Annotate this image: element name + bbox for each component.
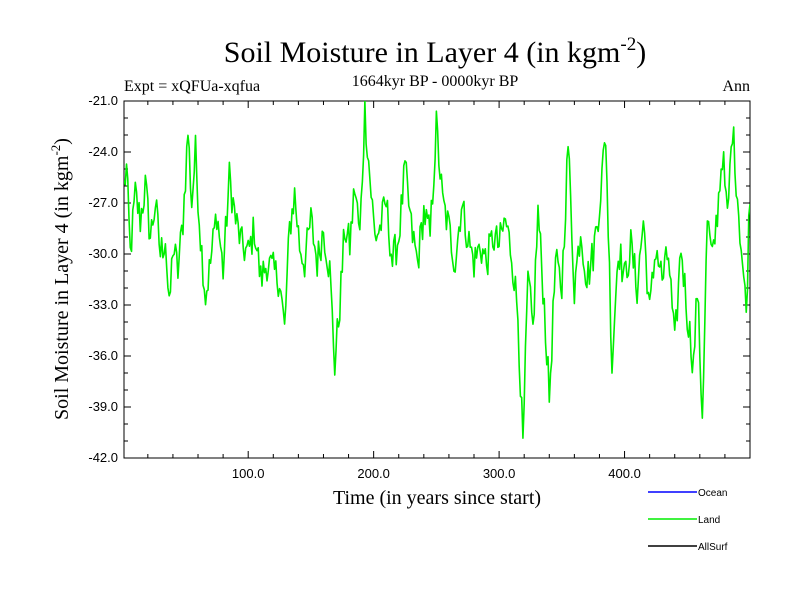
chart-title-text: Soil Moisture in Layer 4 (in kgm	[224, 36, 621, 69]
land-series-line	[124, 101, 750, 439]
x-tick-label: 100.0	[232, 466, 265, 481]
chart-title-close: )	[636, 36, 646, 69]
y-axis-label-close: )	[51, 138, 73, 145]
period-label: 1664kyr BP - 0000kyr BP	[352, 73, 519, 90]
y-tick-label: -24.0	[88, 144, 118, 159]
chart-title-superscript: -2	[620, 34, 636, 55]
season-label: Ann	[722, 78, 750, 95]
plot-area	[124, 101, 750, 439]
x-axis-label: Time (in years since start)	[333, 487, 541, 509]
x-tick-label: 300.0	[483, 466, 516, 481]
y-tick-label: -33.0	[88, 297, 118, 312]
y-tick-label: -39.0	[88, 399, 118, 414]
legend-label-allsurf: AllSurf	[698, 542, 728, 553]
x-tick-label: 400.0	[608, 466, 641, 481]
y-axis-label-superscript: -2	[48, 145, 63, 156]
y-tick-label: -36.0	[88, 348, 118, 363]
axis-ticks	[124, 100, 750, 459]
x-tick-label: 200.0	[357, 466, 390, 481]
plot-frame	[123, 100, 751, 459]
y-tick-label: -42.0	[88, 450, 118, 465]
y-tick-label: -21.0	[88, 93, 118, 108]
tick-labels: -21.0 -24.0 -27.0 -30.0 -33.0 -36.0 -39.0 -42.0…	[88, 93, 640, 481]
y-tick-label: -27.0	[88, 195, 118, 210]
legend: Ocean Land AllSurf	[648, 488, 728, 553]
chart-title: Soil Moisture in Layer 4 (in kgm-2)	[224, 34, 646, 69]
experiment-label: Expt = xQFUa-xqfua	[124, 78, 260, 95]
y-tick-label: -30.0	[88, 246, 118, 261]
legend-label-land: Land	[698, 515, 720, 526]
y-axis-label-text: Soil Moisture in Layer 4 (in kgm	[51, 155, 73, 420]
y-axis-label: Soil Moisture in Layer 4 (in kgm-2)	[48, 138, 73, 420]
legend-label-ocean: Ocean	[698, 488, 727, 499]
